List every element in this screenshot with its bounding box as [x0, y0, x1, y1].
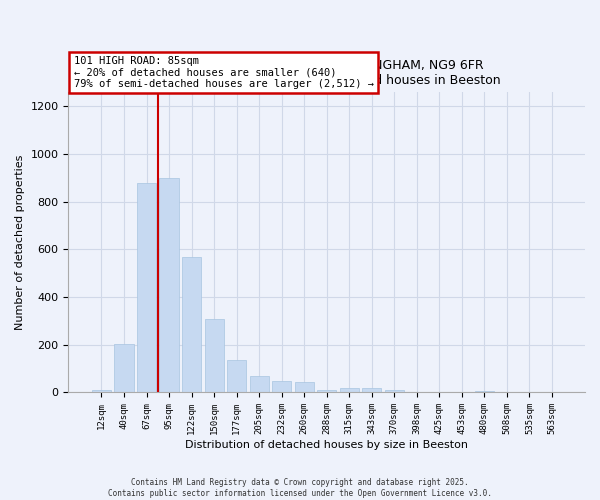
X-axis label: Distribution of detached houses by size in Beeston: Distribution of detached houses by size …: [185, 440, 468, 450]
Bar: [385, 390, 404, 392]
Bar: [250, 376, 269, 392]
Bar: [227, 360, 246, 392]
Bar: [295, 382, 314, 392]
Bar: [272, 381, 291, 392]
Bar: [137, 182, 156, 392]
Title: 101, HIGH ROAD, TOTON, NOTTINGHAM, NG9 6FR
Size of property relative to detached: 101, HIGH ROAD, TOTON, NOTTINGHAM, NG9 6…: [152, 58, 501, 86]
Bar: [205, 318, 224, 392]
Bar: [182, 256, 201, 392]
Y-axis label: Number of detached properties: Number of detached properties: [15, 154, 25, 330]
Text: Contains HM Land Registry data © Crown copyright and database right 2025.
Contai: Contains HM Land Registry data © Crown c…: [108, 478, 492, 498]
Bar: [115, 344, 134, 392]
Bar: [340, 388, 359, 392]
Text: 101 HIGH ROAD: 85sqm
← 20% of detached houses are smaller (640)
79% of semi-deta: 101 HIGH ROAD: 85sqm ← 20% of detached h…: [74, 56, 374, 89]
Bar: [160, 178, 179, 392]
Bar: [317, 390, 336, 392]
Bar: [362, 388, 382, 392]
Bar: [92, 390, 111, 392]
